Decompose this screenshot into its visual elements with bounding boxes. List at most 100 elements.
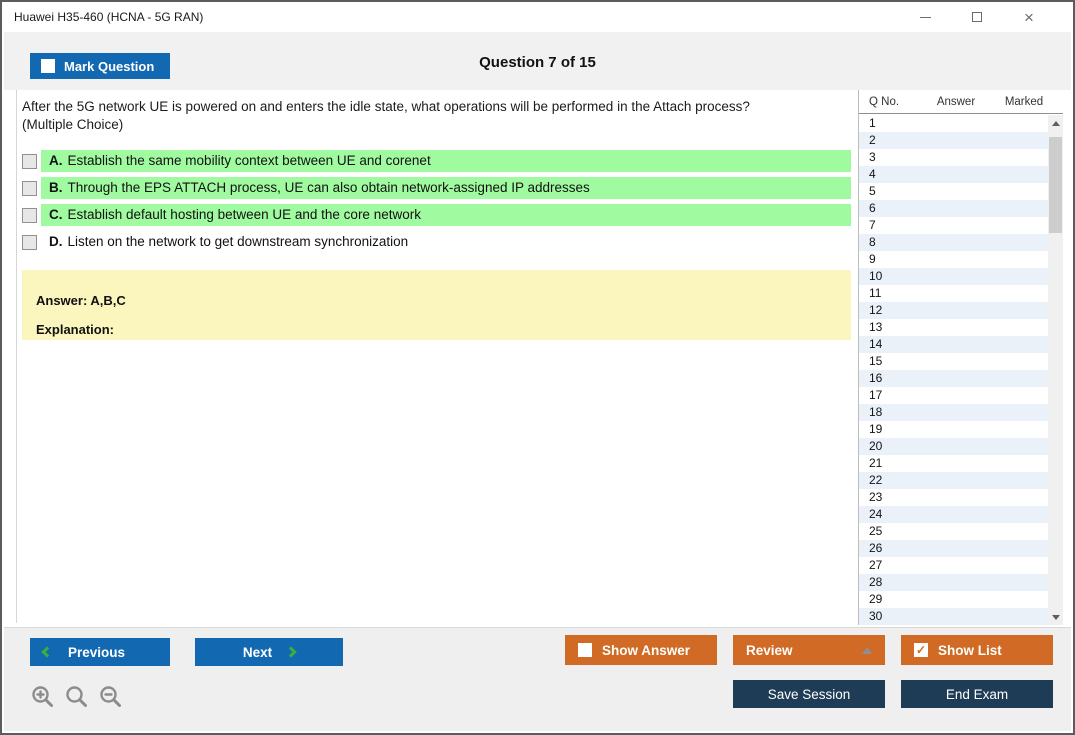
show-list-label: Show List	[938, 642, 1002, 658]
question-list-row[interactable]: 6	[859, 200, 1048, 217]
show-answer-button[interactable]: Show Answer	[565, 635, 717, 665]
zoom-out-icon[interactable]	[98, 684, 124, 710]
zoom-reset-icon[interactable]	[64, 684, 90, 710]
maximize-button[interactable]	[951, 2, 1003, 32]
row-marked	[981, 438, 1048, 455]
mark-question-button[interactable]: Mark Question	[30, 53, 170, 79]
row-marked	[981, 574, 1048, 591]
row-qno: 13	[869, 320, 883, 334]
question-list-row[interactable]: 26	[859, 540, 1048, 557]
row-marked	[981, 455, 1048, 472]
row-answer	[911, 523, 981, 540]
row-answer	[911, 472, 981, 489]
row-marked	[981, 302, 1048, 319]
column-qno: Q No.	[869, 95, 900, 108]
row-qno: 17	[869, 388, 883, 402]
question-list-scrollbar[interactable]	[1048, 115, 1063, 625]
row-qno: 26	[869, 541, 883, 555]
row-qno: 21	[869, 456, 883, 470]
question-list-row[interactable]: 13	[859, 319, 1048, 336]
answer-option[interactable]: C. Establish default hosting between UE a…	[22, 204, 851, 227]
question-list-row[interactable]: 18	[859, 404, 1048, 421]
previous-chevron-icon	[41, 646, 53, 658]
question-list-row[interactable]: 1	[859, 115, 1048, 132]
question-list-row[interactable]: 16	[859, 370, 1048, 387]
question-list-row[interactable]: 15	[859, 353, 1048, 370]
scrollbar-thumb[interactable]	[1049, 137, 1062, 233]
question-list-row[interactable]: 19	[859, 421, 1048, 438]
question-list-row[interactable]: 4	[859, 166, 1048, 183]
row-marked	[981, 421, 1048, 438]
row-qno: 30	[869, 609, 883, 623]
question-list-panel: Q No. Answer Marked 1 2 3 4 5 6 7 8 9 10 11 12 13 14 1…	[858, 90, 1063, 625]
show-answer-checkbox-icon	[578, 643, 592, 657]
question-list-row[interactable]: 11	[859, 285, 1048, 302]
question-list-row[interactable]: 17	[859, 387, 1048, 404]
row-qno: 16	[869, 371, 883, 385]
scroll-up-button[interactable]	[1048, 115, 1063, 131]
row-qno: 28	[869, 575, 883, 589]
question-list-row[interactable]: 25	[859, 523, 1048, 540]
question-list-row[interactable]: 2	[859, 132, 1048, 149]
title-bar: Huawei H35-460 (HCNA - 5G RAN) ×	[2, 2, 1073, 32]
save-session-label: Save Session	[767, 686, 851, 702]
option-checkbox[interactable]	[22, 207, 37, 223]
close-icon: ×	[1024, 7, 1034, 27]
question-text: After the 5G network UE is powered on an…	[22, 99, 750, 114]
question-list-row[interactable]: 24	[859, 506, 1048, 523]
question-type-label: (Multiple Choice)	[22, 117, 124, 133]
scroll-down-button[interactable]	[1048, 609, 1063, 625]
row-qno: 5	[869, 184, 876, 198]
row-marked	[981, 404, 1048, 421]
question-list-row[interactable]: 22	[859, 472, 1048, 489]
question-list-row[interactable]: 12	[859, 302, 1048, 319]
previous-button[interactable]: Previous	[30, 638, 170, 666]
end-exam-button[interactable]: End Exam	[901, 680, 1053, 708]
question-list-row[interactable]: 8	[859, 234, 1048, 251]
scroll-up-icon	[1051, 120, 1060, 126]
minimize-button[interactable]	[899, 2, 951, 32]
question-list-row[interactable]: 23	[859, 489, 1048, 506]
option-text: Establish default hosting between UE and…	[67, 207, 421, 223]
row-answer	[911, 302, 981, 319]
next-button[interactable]: Next	[195, 638, 343, 666]
option-checkbox[interactable]	[22, 153, 37, 169]
question-list-row[interactable]: 28	[859, 574, 1048, 591]
option-checkbox[interactable]	[22, 180, 37, 196]
minimize-icon	[919, 16, 931, 18]
question-list-row[interactable]: 5	[859, 183, 1048, 200]
answer-option[interactable]: A. Establish the same mobility context be…	[22, 150, 851, 173]
zoom-in-icon[interactable]	[30, 684, 56, 710]
question-list-row[interactable]: 14	[859, 336, 1048, 353]
save-session-button[interactable]: Save Session	[733, 680, 885, 708]
question-list-row[interactable]: 29	[859, 591, 1048, 608]
row-qno: 24	[869, 507, 883, 521]
answer-option[interactable]: D. Listen on the network to get downstrea…	[22, 231, 851, 254]
row-answer	[911, 574, 981, 591]
close-button[interactable]: ×	[1003, 2, 1055, 32]
row-marked	[981, 149, 1048, 166]
row-answer	[911, 149, 981, 166]
question-list-row[interactable]: 7	[859, 217, 1048, 234]
option-text: Establish the same mobility context betw…	[67, 153, 431, 169]
question-list-row[interactable]: 9	[859, 251, 1048, 268]
row-marked	[981, 336, 1048, 353]
show-list-checkbox-icon: ✓	[914, 643, 928, 657]
previous-label: Previous	[68, 644, 126, 660]
question-list-row[interactable]: 27	[859, 557, 1048, 574]
answer-label: Answer: A,B,C	[36, 293, 126, 309]
show-list-button[interactable]: ✓ Show List	[901, 635, 1053, 665]
answer-option[interactable]: B. Through the EPS ATTACH process, UE can…	[22, 177, 851, 200]
question-list-row[interactable]: 21	[859, 455, 1048, 472]
question-list-row[interactable]: 30	[859, 608, 1048, 625]
question-list-row[interactable]: 10	[859, 268, 1048, 285]
row-marked	[981, 540, 1048, 557]
row-marked	[981, 472, 1048, 489]
row-answer	[911, 455, 981, 472]
row-answer	[911, 183, 981, 200]
question-list-row[interactable]: 3	[859, 149, 1048, 166]
review-button[interactable]: Review	[733, 635, 885, 665]
question-list-row[interactable]: 20	[859, 438, 1048, 455]
option-checkbox[interactable]	[22, 234, 37, 250]
row-answer	[911, 132, 981, 149]
